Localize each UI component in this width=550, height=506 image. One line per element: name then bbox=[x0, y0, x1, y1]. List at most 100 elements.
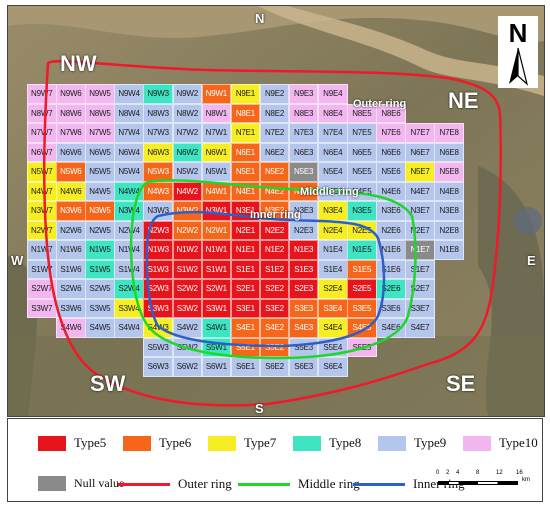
legend-inner-ring-line bbox=[353, 482, 405, 486]
legend-swatch-type6 bbox=[123, 435, 151, 451]
grid-cell-n5e8: N5E8 bbox=[434, 162, 464, 182]
grid-cell-n9w4: N9W4 bbox=[114, 84, 144, 104]
grid-cell-n5e6: N5E6 bbox=[376, 162, 406, 182]
grid-cell-n7w5: N7W5 bbox=[85, 123, 115, 143]
grid-cell-n9w7: N9W7 bbox=[27, 84, 57, 104]
grid-cell-s3e7: S3E7 bbox=[405, 298, 435, 319]
grid-cell-n2w4: N2W4 bbox=[114, 220, 144, 241]
grid-cell-n3w6: N3W6 bbox=[56, 201, 86, 221]
scale-tick-label: 12 bbox=[496, 470, 503, 476]
grid-cell-n3e8: N3E8 bbox=[434, 201, 464, 221]
grid-cell-s5w3: S5W3 bbox=[143, 337, 173, 358]
scale-tick-label: 4 bbox=[456, 470, 460, 476]
grid-cell-n3e5: N3E5 bbox=[347, 201, 377, 221]
legend-outer-ring-label: Outer ring bbox=[178, 476, 232, 491]
direction-n: N bbox=[255, 11, 265, 26]
legend-outer-ring-line bbox=[118, 482, 170, 486]
legend-item-type6: Type6 bbox=[123, 435, 191, 451]
grid-cell-n7w2: N7W2 bbox=[172, 123, 202, 143]
grid-cell-s2e3: S2E3 bbox=[288, 279, 319, 299]
legend-middle-ring-line bbox=[238, 482, 290, 486]
grid-cell-s1e3: S1E3 bbox=[288, 259, 319, 280]
grid-cell-n6e1: N6E1 bbox=[230, 142, 261, 163]
grid-cell-n5e4: N5E4 bbox=[318, 162, 348, 182]
grid-cell-s1w6: S1W6 bbox=[56, 259, 86, 280]
grid-cell-n7e2: N7E2 bbox=[259, 123, 290, 143]
grid-cell-s3w1: S3W1 bbox=[201, 298, 232, 319]
grid-cell-s1w5: S1W5 bbox=[85, 259, 115, 280]
grid-cell-n8w3: N8W3 bbox=[143, 103, 173, 124]
scale-bar-graphic bbox=[438, 481, 518, 485]
grid-cell-n8e4: N8E4 bbox=[318, 103, 348, 124]
grid-cell-s6e4: S6E4 bbox=[318, 357, 348, 377]
grid-cell-n8w6: N8W6 bbox=[56, 103, 86, 124]
grid-cell-n7e4: N7E4 bbox=[318, 123, 348, 143]
grid-cell-s2e5: S2E5 bbox=[347, 279, 377, 299]
grid-cell-n6w4: N6W4 bbox=[114, 142, 144, 163]
grid-cell-s2w6: S2W6 bbox=[56, 279, 86, 299]
legend-swatch-type10 bbox=[463, 435, 491, 451]
grid-cell-n8e1: N8E1 bbox=[230, 103, 261, 124]
grid-cell-s4e3: S4E3 bbox=[288, 318, 319, 338]
north-arrow-letter: N bbox=[508, 18, 528, 48]
grid-cell-s3e2: S3E2 bbox=[259, 298, 290, 319]
grid-cell-n4w2: N4W2 bbox=[172, 181, 202, 202]
legend-label-type10: Type10 bbox=[499, 435, 538, 450]
grid-cell-n5w4: N5W4 bbox=[114, 162, 144, 182]
scale-tick-label: 0 bbox=[436, 470, 440, 476]
middle-ring-label: Middle ring bbox=[300, 186, 359, 198]
grid-cell-s2w7: S2W7 bbox=[27, 279, 57, 299]
grid-cell-n6w2: N6W2 bbox=[172, 142, 202, 163]
grid-cell-s2w2: S2W2 bbox=[172, 279, 202, 299]
grid-cell-n9e3: N9E3 bbox=[288, 84, 319, 104]
grid-cell-s1w4: S1W4 bbox=[114, 259, 144, 280]
grid-cell-n9e1: N9E1 bbox=[230, 84, 261, 104]
ring-overlay bbox=[42, 60, 502, 407]
legend-item-type7: Type7 bbox=[208, 435, 276, 451]
grid-cell-s3w2: S3W2 bbox=[172, 298, 202, 319]
north-arrow: N bbox=[498, 16, 538, 88]
grid-cell-n5e2: N5E2 bbox=[259, 162, 290, 182]
grid-cell-s3e6: S3E6 bbox=[376, 298, 406, 319]
grid-cell-n4e8: N4E8 bbox=[434, 181, 464, 202]
grid-cell-n9w5: N9W5 bbox=[85, 84, 115, 104]
grid-cell-s6w3: S6W3 bbox=[143, 357, 173, 377]
grid-cell-n9w1: N9W1 bbox=[201, 84, 232, 104]
grid-cell-n2e2: N2E2 bbox=[259, 220, 290, 241]
grid-cell-s4w3: S4W3 bbox=[143, 318, 173, 338]
grid-cell-s2e1: S2E1 bbox=[230, 279, 261, 299]
grid-cell-s4e5: S4E5 bbox=[347, 318, 377, 338]
grid-cell-n4w5: N4W5 bbox=[85, 181, 115, 202]
grid-cell-n7w1: N7W1 bbox=[201, 123, 232, 143]
legend-item-type9: Type9 bbox=[378, 435, 446, 451]
inner-ring-label: Inner ring bbox=[250, 209, 301, 221]
legend-item-type10: Type10 bbox=[463, 435, 538, 451]
grid-cell-n6e6: N6E6 bbox=[376, 142, 406, 163]
grid-cell-s1e4: S1E4 bbox=[318, 259, 348, 280]
grid-cell-s2e4: S2E4 bbox=[318, 279, 348, 299]
grid-cell-s1w1: S1W1 bbox=[201, 259, 232, 280]
legend-swatch-type5 bbox=[38, 435, 66, 451]
grid-cell-n5e7: N5E7 bbox=[405, 162, 435, 182]
grid-cell-s4e7: S4E7 bbox=[405, 318, 435, 338]
grid-cell-n7w6: N7W6 bbox=[56, 123, 86, 143]
grid-cell-n8w7: N8W7 bbox=[27, 103, 57, 124]
north-arrow-icon bbox=[509, 47, 529, 86]
grid-cell-n5w6: N5W6 bbox=[56, 162, 86, 182]
grid-cell-n8w4: N8W4 bbox=[114, 103, 144, 124]
legend-label-type5: Type5 bbox=[74, 435, 107, 450]
grid-cell-n1w2: N1W2 bbox=[172, 240, 202, 260]
grid-cell-s1w2: S1W2 bbox=[172, 259, 202, 280]
grid-cell-s1w3: S1W3 bbox=[143, 259, 173, 280]
legend-label-type7: Type7 bbox=[244, 435, 277, 450]
outer-ring bbox=[42, 60, 502, 407]
grid-cell-n7w3: N7W3 bbox=[143, 123, 173, 143]
inner-ring bbox=[145, 210, 386, 348]
grid-cell-n4w6: N4W6 bbox=[56, 181, 86, 202]
legend-item-type8: Type8 bbox=[293, 435, 361, 451]
grid-cell-s1e5: S1E5 bbox=[347, 259, 377, 280]
legend-label-type9: Type9 bbox=[414, 435, 447, 450]
grid-cell-s4e1: S4E1 bbox=[230, 318, 261, 338]
grid-cell-n8e6: N8E6 bbox=[376, 103, 406, 124]
grid-cell-s4w6: S4W6 bbox=[56, 318, 86, 338]
